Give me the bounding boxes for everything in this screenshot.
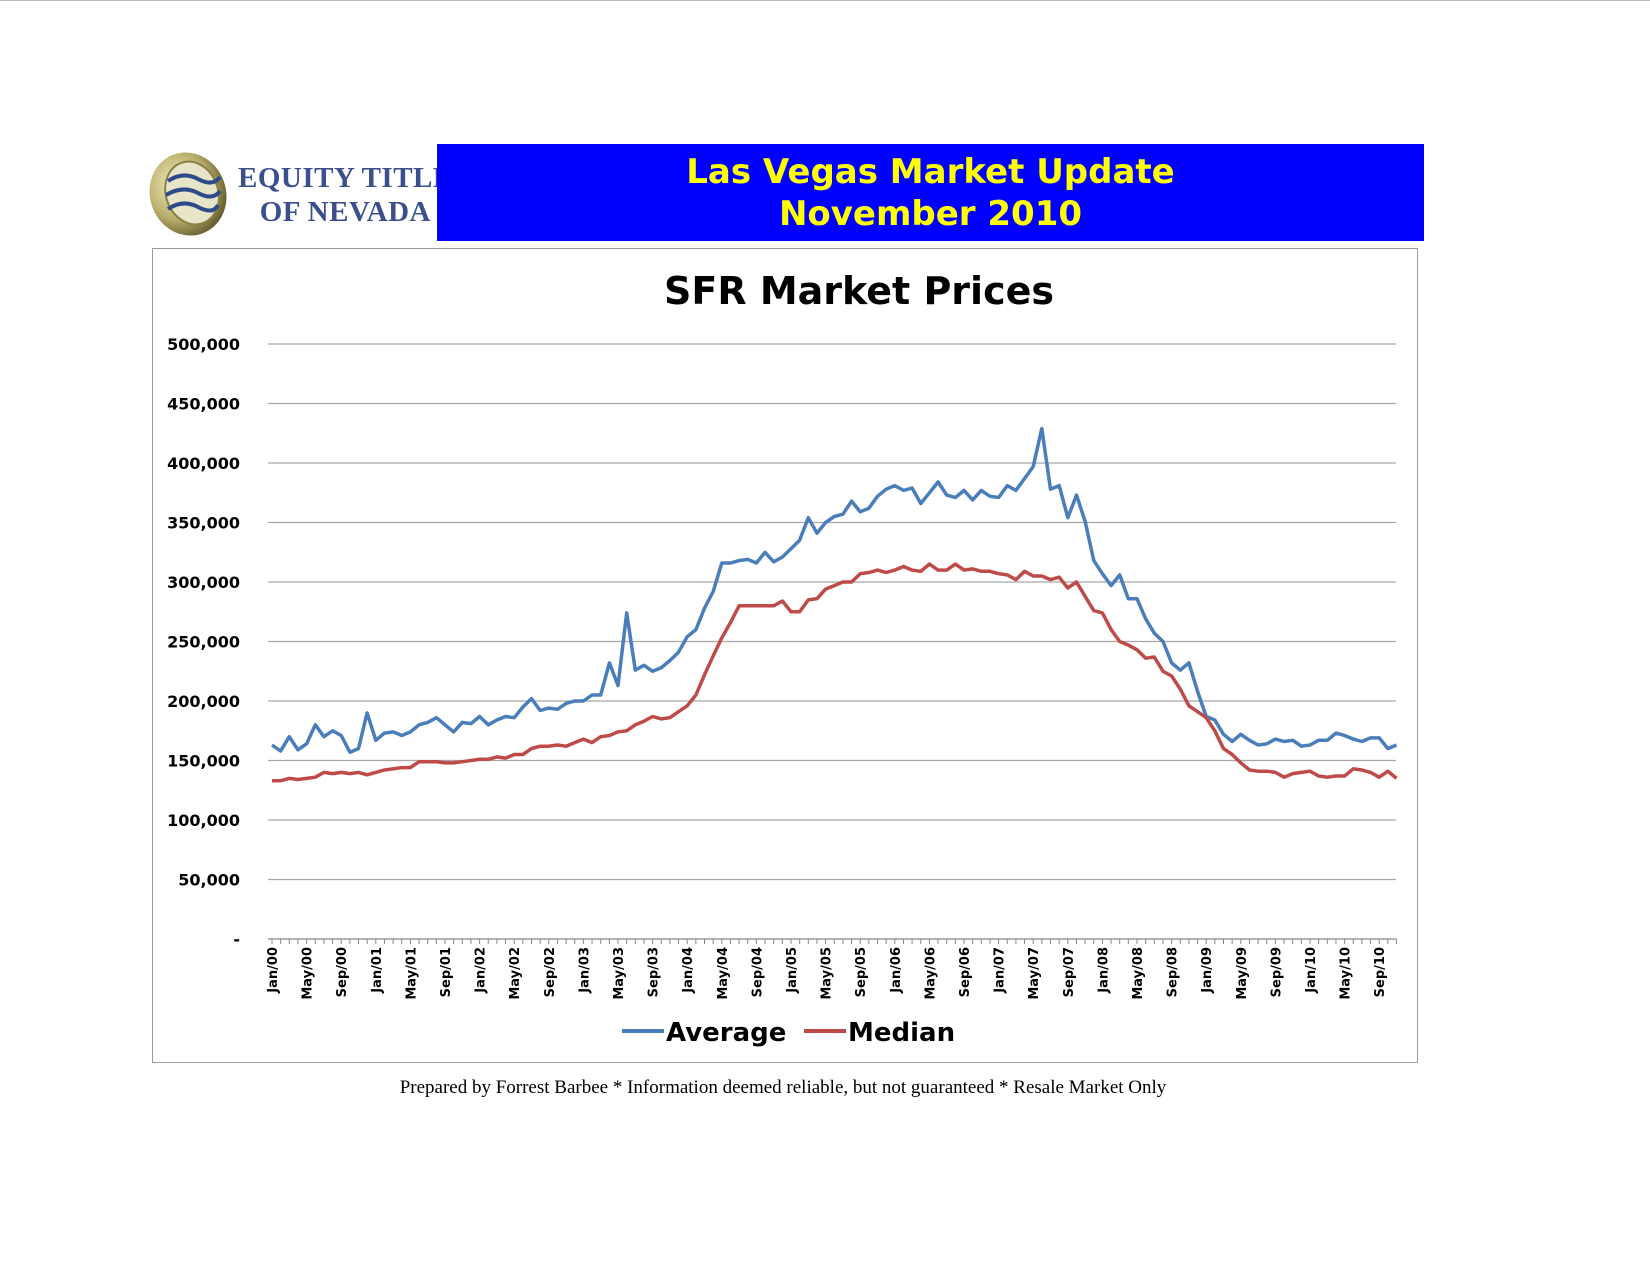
legend-label-average: Average: [666, 1018, 786, 1048]
x-tick-label: May/03: [612, 947, 627, 1000]
x-tick-label: Sep/01: [439, 947, 454, 997]
x-tick-label: Jan/05: [785, 947, 800, 994]
y-tick-label: 250,000: [167, 633, 240, 652]
x-tick-label: Jan/00: [266, 947, 281, 994]
y-tick-label: 100,000: [167, 811, 240, 830]
x-tick-label: May/05: [820, 947, 835, 1000]
y-tick-label: 150,000: [167, 752, 240, 771]
x-tick-label: May/08: [1131, 947, 1146, 1000]
x-tick-label: Jan/02: [474, 947, 489, 994]
chart-container: [152, 248, 1418, 1063]
banner-subtitle: November 2010: [778, 194, 1083, 234]
x-tick-label: May/09: [1235, 947, 1250, 1000]
x-tick-label: Jan/01: [370, 947, 385, 994]
x-tick-label: May/07: [1027, 947, 1042, 1000]
x-tick-label: Jan/06: [889, 947, 904, 994]
x-tick-label: Sep/09: [1269, 947, 1284, 997]
x-tick-label: Jan/08: [1096, 947, 1111, 994]
x-tick-label: Sep/03: [647, 947, 662, 997]
x-tick-label: Sep/04: [750, 947, 765, 997]
x-tick-label: Sep/10: [1373, 947, 1388, 997]
x-tick-label: Sep/02: [543, 947, 558, 997]
x-tick-label: May/00: [301, 947, 316, 1000]
y-tick-label: 400,000: [167, 454, 240, 473]
x-tick-label: May/10: [1339, 947, 1354, 1000]
x-tick-label: Sep/05: [854, 947, 869, 997]
x-tick-label: Jan/07: [993, 947, 1008, 994]
x-tick-label: May/01: [404, 947, 419, 1000]
y-tick-label: 50,000: [178, 871, 240, 890]
footer-disclaimer: Prepared by Forrest Barbee * Information…: [399, 1077, 1167, 1098]
y-tick-label: -: [233, 930, 240, 949]
x-tick-label: Jan/09: [1200, 947, 1215, 994]
series-line-median: [272, 562, 1398, 783]
x-tick-label: Jan/10: [1304, 947, 1319, 994]
banner-title: Las Vegas Market Update: [686, 152, 1175, 192]
x-tick-label: Sep/07: [1062, 947, 1077, 997]
company-name-line2: OF NEVADA: [259, 196, 431, 228]
company-name: EQUITY TITLE OF NEVADA: [238, 161, 453, 229]
x-tick-label: May/04: [716, 947, 731, 1000]
y-tick-label: 450,000: [167, 395, 240, 414]
x-tick-label: Sep/06: [958, 947, 973, 997]
equity-title-logo-icon: [148, 149, 234, 239]
series-line-average: [270, 426, 1398, 754]
x-tick-label: Jan/04: [681, 947, 696, 994]
y-tick-label: 200,000: [167, 692, 240, 711]
legend-label-median: Median: [848, 1018, 955, 1048]
title-banner: Las Vegas Market Update November 2010: [437, 144, 1424, 241]
x-tick-label: Jan/03: [577, 947, 592, 994]
x-tick-label: Sep/00: [335, 947, 350, 997]
y-tick-label: 300,000: [167, 573, 240, 592]
x-tick-label: Sep/08: [1166, 947, 1181, 997]
x-tick-label: May/02: [508, 947, 523, 1000]
y-tick-label: 350,000: [167, 514, 240, 533]
x-tick-label: May/06: [923, 947, 938, 1000]
chart-title: SFR Market Prices: [664, 269, 1054, 313]
company-name-line1: EQUITY TITLE: [238, 162, 453, 194]
y-tick-label: 500,000: [167, 335, 240, 354]
